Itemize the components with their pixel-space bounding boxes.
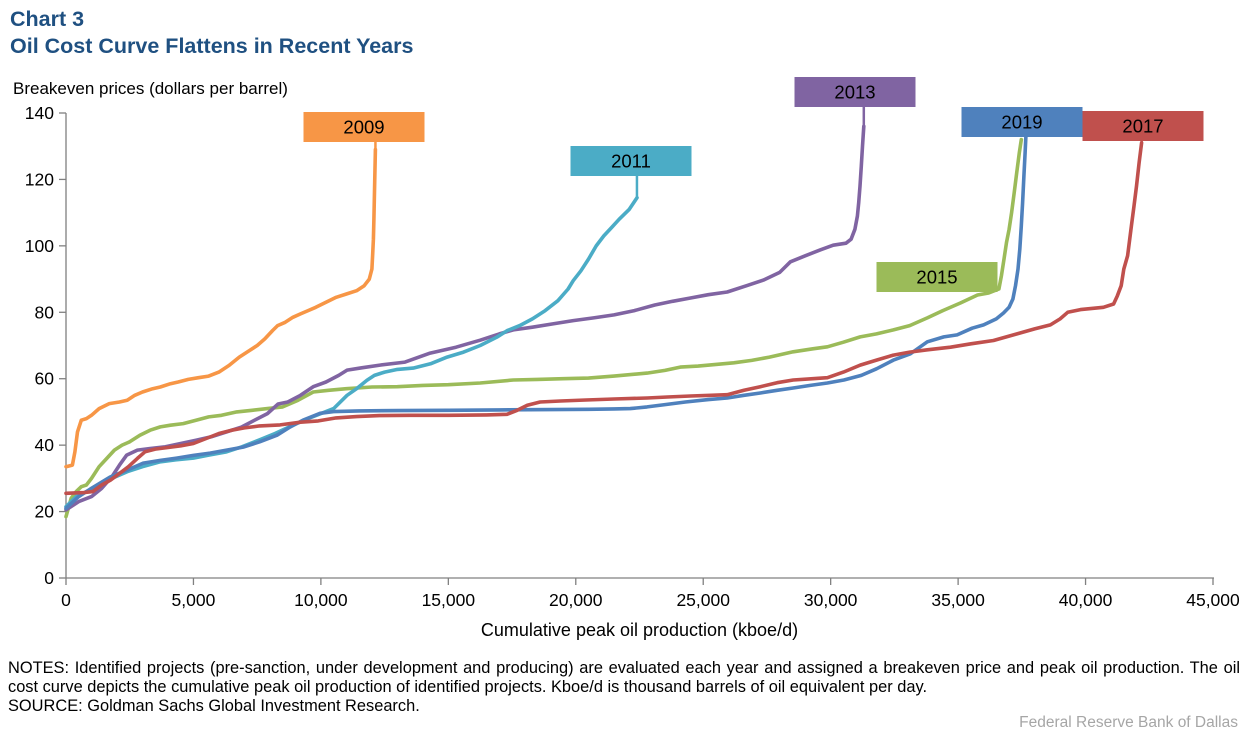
x-tick-label: 40,000 [1059, 590, 1113, 610]
series-line-2019 [64, 134, 1028, 511]
y-tick-label: 20 [35, 502, 55, 522]
series-label-box-2013 [794, 77, 916, 107]
series-label-2015: 2015 [916, 267, 957, 288]
chart-title: Oil Cost Curve Flattens in Recent Years [10, 34, 414, 58]
x-tick-label: 35,000 [931, 590, 985, 610]
x-tick-label: 30,000 [804, 590, 858, 610]
series-line-2013 [64, 124, 866, 512]
y-tick-label: 80 [35, 302, 55, 322]
series-line-2017 [64, 141, 1144, 496]
series-line-2015 [64, 137, 1024, 519]
x-axis-title: Cumulative peak oil production (kboe/d) [480, 620, 799, 640]
series-label-box-2009 [303, 112, 425, 142]
chart-number: Chart 3 [10, 7, 85, 31]
x-tick-label: 0 [61, 590, 71, 610]
series-label-2009: 2009 [343, 117, 384, 138]
y-tick-label: 100 [25, 236, 54, 256]
series-line-2009 [64, 147, 378, 469]
x-tick-label: 45,000 [1186, 590, 1240, 610]
series-label-box-2011 [570, 146, 692, 176]
y-tick-label: 140 [25, 103, 54, 123]
series-label-box-2017 [1082, 111, 1204, 141]
series-label-box-2015 [876, 262, 998, 292]
series-label-2013: 2013 [834, 82, 875, 103]
y-tick-label: 60 [35, 369, 55, 389]
x-tick-label: 15,000 [422, 590, 476, 610]
bank-attribution: Federal Reserve Bank of Dallas [1019, 714, 1238, 731]
series-label-2017: 2017 [1122, 116, 1163, 137]
chart-header: Chart 3 Oil Cost Curve Flattens in Recen… [10, 6, 413, 60]
y-tick-label: 120 [25, 169, 54, 189]
chart-source: SOURCE: Goldman Sachs Global Investment … [8, 697, 420, 715]
x-tick-label: 25,000 [676, 590, 730, 610]
y-tick-label: 40 [35, 435, 55, 455]
x-tick-label: 5,000 [172, 590, 216, 610]
chart-notes: NOTES: Identified projects (pre-sanction… [8, 659, 1240, 696]
x-tick-label: 20,000 [549, 590, 603, 610]
y-axis-title: Breakeven prices (dollars per barrel) [13, 79, 288, 98]
series-label-2019: 2019 [1001, 112, 1042, 133]
x-tick-label: 10,000 [294, 590, 348, 610]
series-label-2011: 2011 [611, 151, 651, 172]
y-tick-label: 0 [44, 568, 54, 588]
series-label-box-2019 [961, 107, 1083, 137]
